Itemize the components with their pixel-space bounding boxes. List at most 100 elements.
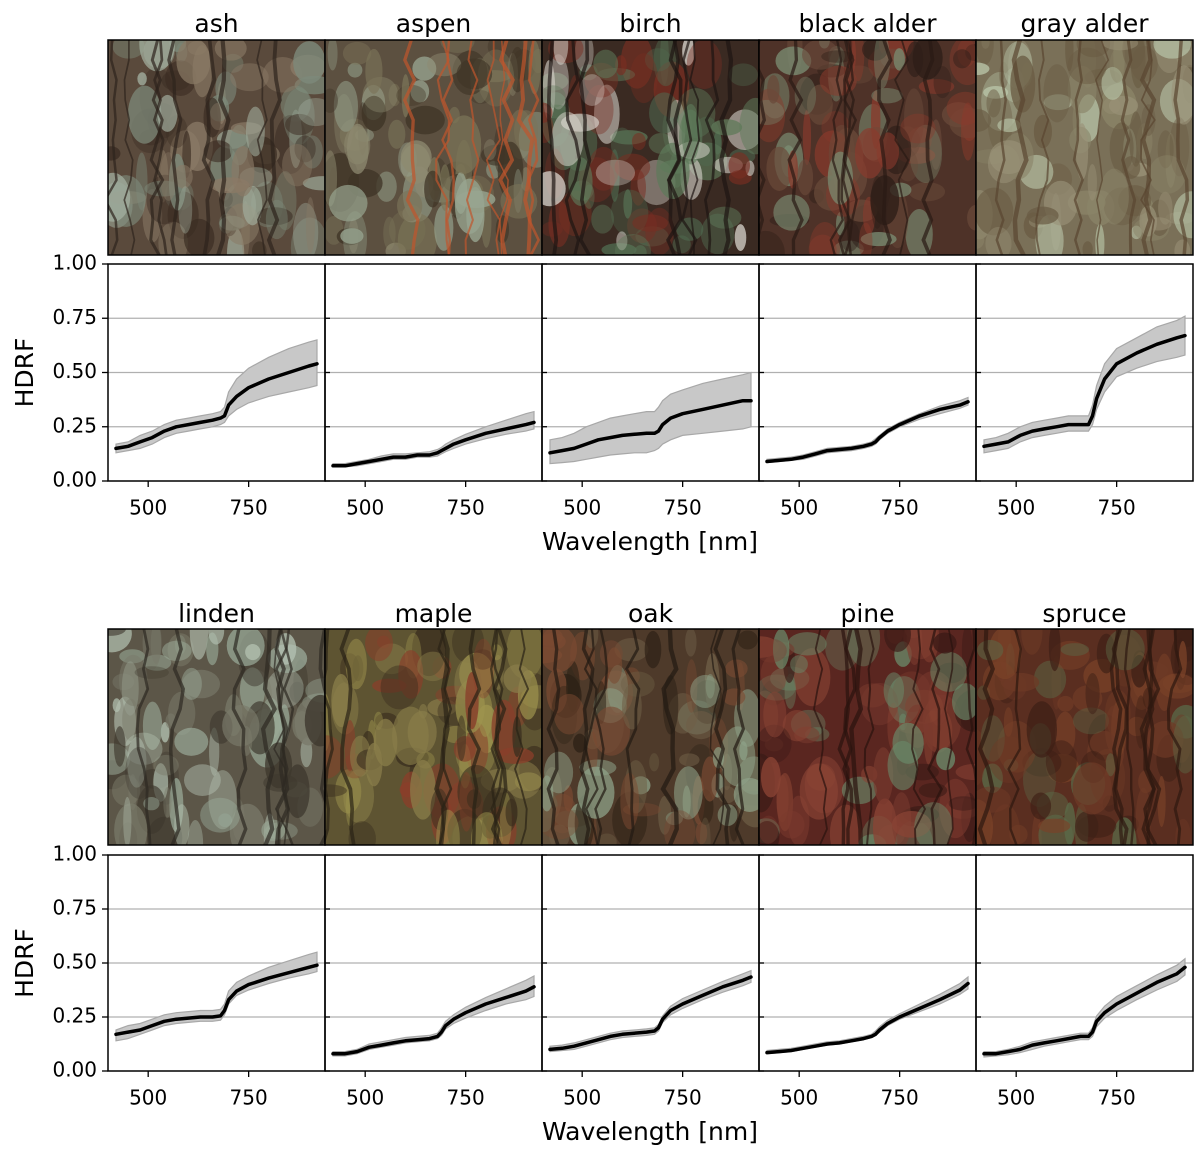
bark-fissure bbox=[339, 629, 356, 845]
bark-fissure bbox=[1166, 629, 1183, 845]
bark-patch bbox=[965, 44, 976, 61]
bark-patch bbox=[760, 756, 781, 798]
bark-fissure bbox=[994, 40, 1007, 255]
bark-patch bbox=[1109, 48, 1126, 83]
bark-patch bbox=[764, 737, 784, 752]
bark-patch bbox=[682, 40, 695, 66]
bark-patch bbox=[226, 629, 265, 667]
bark-fissure bbox=[689, 40, 701, 255]
bark-patch bbox=[1174, 239, 1191, 255]
mean-hdrf-line bbox=[114, 362, 319, 451]
bark-fissure bbox=[527, 40, 541, 255]
bark-patch bbox=[285, 113, 315, 136]
panel-pine: pine 500 750 bbox=[758, 599, 977, 1110]
birch-bark-photo bbox=[542, 40, 759, 255]
xtick-label: 500 bbox=[129, 496, 167, 520]
bark-patch bbox=[365, 629, 393, 662]
bark-fissure bbox=[149, 40, 165, 255]
std-band bbox=[983, 315, 1186, 454]
bark-patch bbox=[870, 176, 884, 229]
bark-patch bbox=[986, 89, 1001, 118]
bark-patch bbox=[245, 643, 261, 661]
bark-fissure bbox=[490, 629, 508, 845]
bark-fissure bbox=[731, 629, 746, 845]
bark-patch bbox=[293, 202, 319, 255]
bark-fissure bbox=[593, 629, 609, 845]
bark-fissure bbox=[709, 629, 725, 845]
bark-patch bbox=[333, 80, 359, 132]
bark-patch bbox=[298, 97, 325, 127]
bark-patch bbox=[658, 795, 672, 835]
std-band bbox=[332, 975, 535, 1057]
bark-patch bbox=[759, 724, 792, 764]
bark-fissure bbox=[1140, 40, 1156, 255]
bark-patch bbox=[663, 810, 696, 845]
bark-patch bbox=[821, 50, 854, 63]
bark-patch bbox=[1030, 792, 1052, 820]
bark-patch bbox=[610, 127, 634, 162]
photo-border bbox=[975, 39, 1194, 256]
bark-patch bbox=[304, 694, 325, 747]
bark-patch bbox=[347, 62, 363, 78]
bark-patch bbox=[1085, 672, 1100, 715]
bark-patch bbox=[542, 629, 578, 673]
bark-fissure bbox=[624, 629, 641, 845]
bark-patch bbox=[372, 678, 407, 693]
bark-patch bbox=[871, 88, 903, 104]
bark-fissure bbox=[1035, 40, 1050, 255]
spectrum-plot: 500 750 bbox=[324, 263, 543, 520]
bark-fissure bbox=[1145, 629, 1162, 845]
xtick-label: 750 bbox=[881, 1086, 919, 1110]
bark-patch bbox=[1074, 811, 1099, 842]
std-band bbox=[983, 957, 1186, 1058]
mean-hdrf-line bbox=[548, 398, 753, 455]
bark-patch bbox=[759, 88, 786, 143]
bark-fissure bbox=[275, 629, 290, 845]
bark-fissure bbox=[152, 40, 168, 255]
bark-patch bbox=[178, 186, 193, 234]
ytick-label: 0.75 bbox=[52, 896, 97, 920]
panel-aspen: aspen 500 750 bbox=[324, 9, 543, 520]
bark-fissure bbox=[1139, 40, 1157, 255]
bark-patch bbox=[773, 194, 810, 231]
xtick-label: 750 bbox=[230, 496, 268, 520]
bark-fissure bbox=[829, 40, 844, 255]
bark-fissure bbox=[842, 629, 857, 845]
bark-fissure bbox=[1111, 629, 1129, 845]
bark-fissure bbox=[713, 629, 731, 845]
bark-fissure bbox=[108, 40, 119, 255]
bark-fissure bbox=[167, 40, 183, 255]
bark-patch bbox=[108, 146, 121, 161]
bark-patch bbox=[157, 150, 169, 203]
bark-patch bbox=[614, 637, 649, 662]
panel-title: black alder bbox=[798, 9, 937, 38]
bark-patch bbox=[802, 109, 812, 166]
bark-fissure bbox=[260, 629, 277, 845]
bark-patch bbox=[939, 778, 972, 839]
panel-title: pine bbox=[840, 599, 894, 628]
bark-patch bbox=[365, 48, 383, 94]
bark-patch bbox=[797, 159, 814, 196]
photo-border bbox=[975, 628, 1194, 846]
panel-maple: maple 500 750 bbox=[324, 599, 543, 1110]
ytick-label: 0.25 bbox=[52, 1004, 97, 1028]
bark-patch bbox=[293, 659, 309, 710]
bark-patch bbox=[620, 671, 655, 697]
bark-fissure bbox=[911, 629, 927, 845]
bark-patch bbox=[615, 55, 627, 76]
bark-patch bbox=[483, 139, 497, 161]
bark-fissure bbox=[547, 40, 559, 255]
bark-patch bbox=[1165, 133, 1177, 188]
ytick-label: 0.00 bbox=[52, 468, 97, 492]
bark-patch bbox=[361, 95, 387, 132]
ytick-label: 0.00 bbox=[52, 1058, 97, 1082]
bark-fissure bbox=[546, 629, 561, 845]
xtick-label: 500 bbox=[780, 1086, 818, 1110]
bark-patch bbox=[699, 817, 711, 845]
bark-patch bbox=[108, 629, 126, 636]
bark-fissure bbox=[435, 40, 450, 255]
bark-patch bbox=[503, 664, 532, 694]
bark-patch bbox=[918, 783, 948, 798]
bark-patch bbox=[405, 105, 445, 135]
